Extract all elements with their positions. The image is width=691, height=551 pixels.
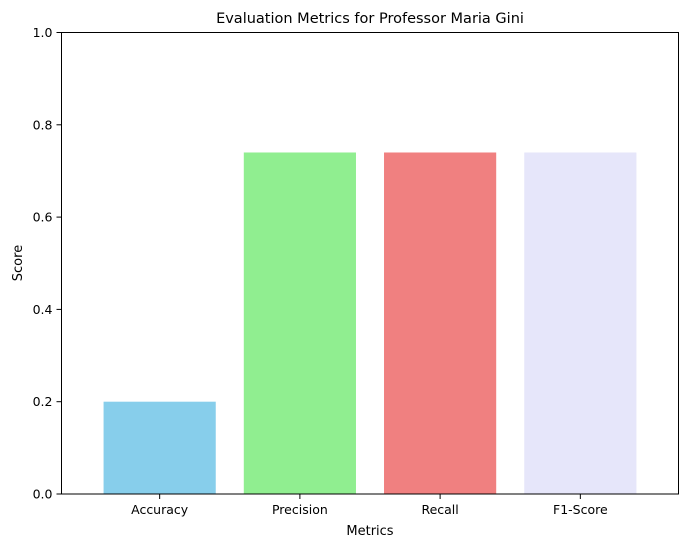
x-tick-label: F1-Score [553,502,608,517]
y-tick-label: 0.6 [33,210,53,225]
y-axis-label: Score [11,245,26,281]
x-axis: Accuracy Precision Recall F1-Score [131,494,608,517]
bars-layer [103,152,637,495]
y-axis: 0.0 0.2 0.4 0.6 0.8 1.0 [33,25,62,502]
plot-frame [61,32,679,495]
bar-recall [384,152,497,495]
x-tick-label: Precision [272,502,328,517]
x-tick-label: Recall [421,502,458,517]
bar-accuracy [103,401,216,494]
bar-f1-score [524,152,637,495]
y-tick-label: 0.0 [33,487,53,502]
bar-precision [243,152,356,495]
y-tick-label: 1.0 [33,25,53,40]
y-tick-label: 0.4 [33,302,53,317]
chart-title: Evaluation Metrics for Professor Maria G… [216,11,524,27]
y-tick-label: 0.8 [33,117,53,132]
x-tick-label: Accuracy [131,502,189,517]
x-axis-label: Metrics [346,524,393,539]
y-tick-label: 0.2 [33,394,53,409]
